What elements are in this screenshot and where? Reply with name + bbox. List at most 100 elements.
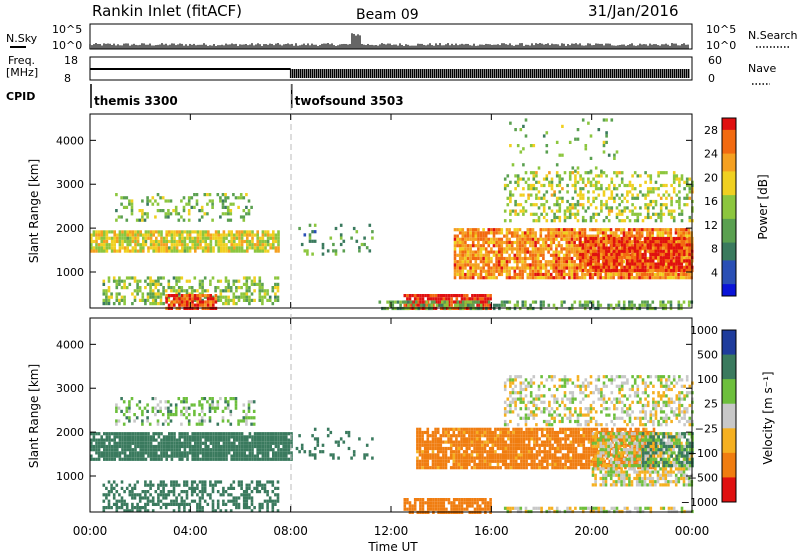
data-cell (474, 263, 478, 267)
data-cell (160, 432, 163, 436)
data-cell (173, 297, 176, 301)
data-cell (149, 286, 152, 290)
data-cell (615, 243, 619, 247)
data-cell (144, 279, 147, 283)
data-cell (562, 228, 566, 232)
data-cell (618, 183, 621, 188)
data-cell (492, 276, 496, 280)
data-cell (155, 454, 158, 458)
data-cell (570, 247, 574, 251)
data-cell (174, 212, 178, 216)
data-cell (212, 432, 215, 436)
data-cell (615, 215, 619, 220)
data-cell (531, 266, 535, 270)
data-cell (649, 240, 652, 244)
data-cell (548, 171, 551, 175)
data-cell (92, 239, 96, 244)
data-cell (118, 435, 122, 439)
data-cell (633, 256, 637, 260)
data-cell (303, 249, 307, 253)
data-cell (136, 502, 139, 506)
data-cell (209, 441, 213, 445)
data-cell (575, 247, 579, 251)
data-cell (516, 260, 519, 264)
data-cell (175, 239, 179, 244)
data-cell (165, 451, 168, 455)
data-cell (432, 297, 435, 301)
data-cell (214, 432, 218, 436)
data-cell (142, 457, 145, 461)
data-cell (518, 256, 522, 261)
data-cell (505, 256, 509, 261)
data-cell (633, 234, 636, 238)
data-cell (670, 183, 673, 188)
data-cell (646, 231, 649, 235)
data-cell (654, 187, 658, 191)
data-cell (604, 231, 608, 235)
data-cell (607, 265, 611, 269)
data-cell (510, 240, 514, 245)
data-cell (560, 256, 563, 261)
data-cell (592, 256, 595, 260)
data-cell (313, 230, 317, 234)
data-cell (134, 454, 137, 458)
data-cell (550, 187, 554, 191)
data-cell (279, 435, 283, 439)
data-cell (535, 187, 538, 191)
data-cell (644, 240, 647, 244)
data-cell (490, 276, 493, 280)
data-cell (123, 490, 126, 494)
data-cell (264, 451, 267, 455)
data-cell (126, 236, 129, 240)
data-cell (484, 234, 488, 238)
freq-label-unit: [MHz] (6, 66, 38, 79)
data-cell (576, 137, 580, 141)
data-cell (188, 509, 191, 513)
data-cell (469, 228, 472, 232)
data-cell (199, 239, 202, 244)
data-cell (560, 250, 563, 254)
data-cell (453, 276, 457, 280)
data-cell (193, 294, 197, 298)
data-cell (542, 247, 545, 251)
data-cell (332, 249, 335, 253)
colorbar-segment (722, 212, 736, 220)
data-cell (199, 444, 202, 449)
data-cell (198, 279, 202, 283)
data-cell (217, 432, 220, 436)
data-cell (168, 239, 171, 244)
data-cell (110, 295, 113, 299)
data-cell (542, 300, 545, 304)
data-cell (646, 206, 650, 210)
freq-left-tick-top: 18 (64, 54, 78, 67)
data-cell (269, 236, 272, 240)
data-cell (633, 236, 637, 241)
data-cell (234, 196, 238, 200)
data-cell (683, 236, 686, 241)
data-cell (602, 171, 606, 175)
data-cell (536, 240, 540, 245)
data-cell (105, 236, 109, 240)
data-cell (219, 215, 222, 219)
data-cell (458, 294, 461, 298)
data-cell (638, 228, 641, 232)
data-cell (144, 239, 148, 244)
data-cell (222, 435, 226, 439)
data-cell (581, 276, 584, 280)
data-cell (613, 156, 616, 160)
data-cell (209, 448, 213, 452)
data-cell (204, 300, 207, 304)
data-cell (172, 276, 176, 280)
data-cell (615, 212, 619, 216)
data-cell (675, 193, 679, 197)
data-cell (672, 209, 676, 213)
data-cell (685, 228, 688, 232)
data-cell (466, 244, 470, 248)
data-cell (576, 166, 580, 170)
data-cell (489, 297, 492, 301)
data-cell (168, 230, 171, 234)
data-cell (363, 236, 366, 240)
data-cell (578, 303, 582, 307)
data-cell (175, 246, 179, 250)
data-cell (214, 233, 218, 237)
